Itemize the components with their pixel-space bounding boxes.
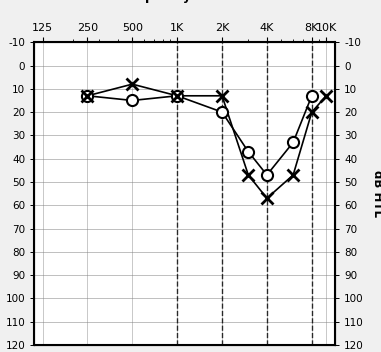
Title: Frequency in Hertz: Frequency in Hertz (118, 0, 251, 3)
Y-axis label: dB HTL: dB HTL (370, 170, 381, 217)
